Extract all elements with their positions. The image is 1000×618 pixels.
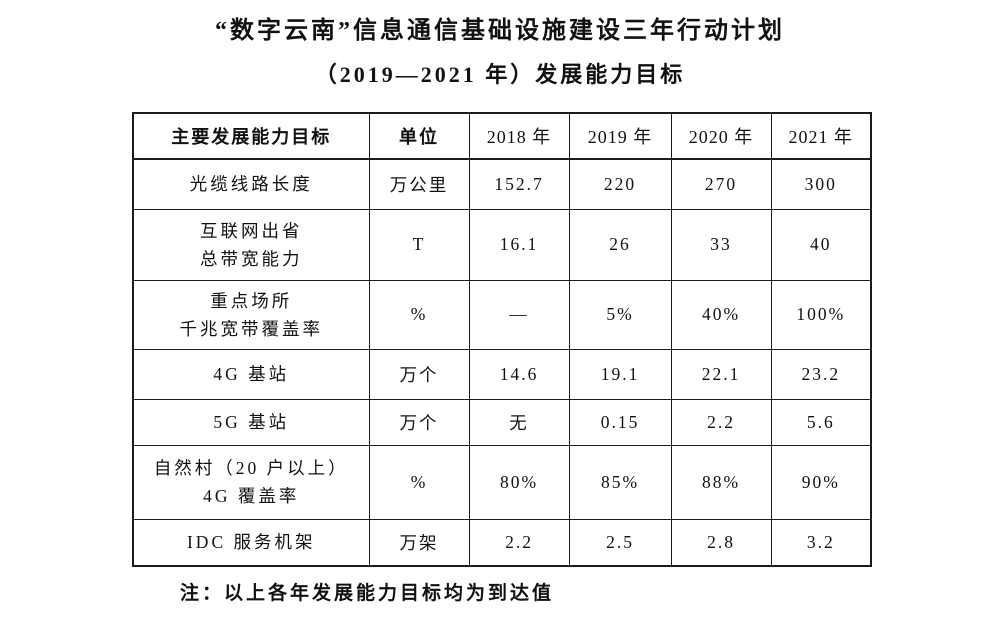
value-cell-2021: 100% [770, 279, 872, 350]
table-row-5g-base-stations: 5G 基站 万个 无 0.15 2.2 5.6 [132, 398, 872, 446]
value-cell-2019: 0.15 [568, 398, 672, 446]
value-cell-2019: 2.5 [568, 518, 672, 567]
value-cell-2021: 40 [770, 208, 872, 281]
value-cell-2019: 19.1 [568, 348, 672, 400]
table-row-idc-racks: IDC 服务机架 万架 2.2 2.5 2.8 3.2 [132, 518, 872, 567]
table-header-row: 主要发展能力目标 单位 2018 年 2019 年 2020 年 2021 年 [132, 112, 872, 160]
unit-cell: 万个 [368, 398, 470, 446]
target-name-cell: 互联网出省 总带宽能力 [132, 208, 370, 281]
value-cell-2020: 270 [670, 158, 772, 210]
value-cell-2020: 40% [670, 279, 772, 350]
document-title-line1: “数字云南”信息通信基础设施建设三年行动计划 [215, 18, 785, 44]
table-row-optical-cable: 光缆线路长度 万公里 152.7 220 270 300 [132, 158, 872, 210]
unit-cell: 万公里 [368, 158, 470, 210]
value-cell-2018: 80% [468, 444, 570, 520]
table-row-internet-bandwidth: 互联网出省 总带宽能力 T 16.1 26 33 40 [132, 208, 872, 281]
value-cell-2018: 无 [468, 398, 570, 446]
value-cell-2021: 3.2 [770, 518, 872, 567]
column-header-2019: 2019 年 [568, 112, 672, 160]
column-header-2018: 2018 年 [468, 112, 570, 160]
unit-cell: % [368, 279, 470, 350]
table-row-village-4g-coverage: 自然村（20 户以上） 4G 覆盖率 % 80% 85% 88% 90% [132, 444, 872, 520]
column-header-2021: 2021 年 [770, 112, 872, 160]
table-row-gigabit-coverage: 重点场所 千兆宽带覆盖率 % — 5% 40% 100% [132, 279, 872, 350]
development-targets-table: 主要发展能力目标 单位 2018 年 2019 年 2020 年 2021 年 … [132, 112, 872, 567]
value-cell-2018: 152.7 [468, 158, 570, 210]
target-name-cell: 光缆线路长度 [132, 158, 370, 210]
value-cell-2019: 26 [568, 208, 672, 281]
value-cell-2021: 23.2 [770, 348, 872, 400]
value-cell-2018: 2.2 [468, 518, 570, 567]
column-header-2020: 2020 年 [670, 112, 772, 160]
value-cell-2020: 88% [670, 444, 772, 520]
value-cell-2021: 90% [770, 444, 872, 520]
value-cell-2019: 85% [568, 444, 672, 520]
value-cell-2020: 2.2 [670, 398, 772, 446]
target-name-cell: 5G 基站 [132, 398, 370, 446]
target-name-cell: IDC 服务机架 [132, 518, 370, 567]
document-title-line2: （2019—2021 年）发展能力目标 [314, 62, 686, 87]
value-cell-2021: 5.6 [770, 398, 872, 446]
unit-cell: 万架 [368, 518, 470, 567]
value-cell-2020: 33 [670, 208, 772, 281]
target-name-cell: 重点场所 千兆宽带覆盖率 [132, 279, 370, 350]
value-cell-2019: 5% [568, 279, 672, 350]
value-cell-2021: 300 [770, 158, 872, 210]
value-cell-2018: 14.6 [468, 348, 570, 400]
value-cell-2020: 22.1 [670, 348, 772, 400]
column-header-goal: 主要发展能力目标 [132, 112, 370, 160]
footnote: 注：以上各年发展能力目标均为到达值 [180, 583, 555, 604]
value-cell-2020: 2.8 [670, 518, 772, 567]
value-cell-2019: 220 [568, 158, 672, 210]
value-cell-2018: — [468, 279, 570, 350]
value-cell-2018: 16.1 [468, 208, 570, 281]
unit-cell: % [368, 444, 470, 520]
unit-cell: T [368, 208, 470, 281]
column-header-unit: 单位 [368, 112, 470, 160]
target-name-cell: 4G 基站 [132, 348, 370, 400]
table-row-4g-base-stations: 4G 基站 万个 14.6 19.1 22.1 23.2 [132, 348, 872, 400]
target-name-cell: 自然村（20 户以上） 4G 覆盖率 [132, 444, 370, 520]
unit-cell: 万个 [368, 348, 470, 400]
